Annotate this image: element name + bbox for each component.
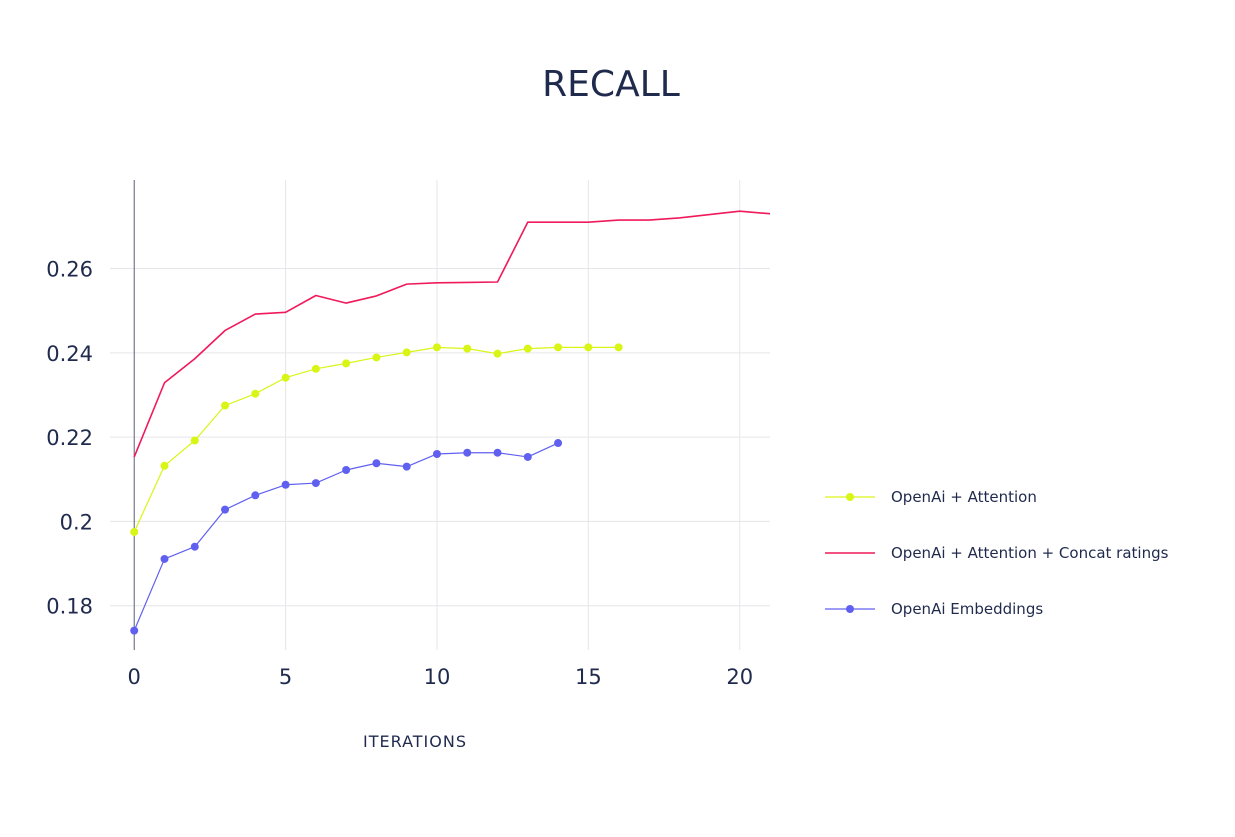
data-point — [402, 462, 411, 471]
data-point — [251, 491, 260, 500]
series-line — [133, 210, 770, 458]
data-point — [402, 348, 411, 357]
data-point — [554, 439, 563, 448]
data-point — [160, 461, 169, 470]
x-tick-label: 20 — [726, 665, 753, 689]
y-tick-label: 0.22 — [46, 426, 93, 450]
legend[interactable]: OpenAi + Attention OpenAi + Attention + C… — [825, 488, 1169, 618]
grid-layer — [110, 180, 770, 650]
data-point — [432, 449, 441, 458]
data-point — [160, 554, 169, 563]
data-point — [372, 459, 381, 468]
data-point — [130, 527, 139, 536]
data-point — [311, 364, 320, 373]
x-tick-label: 0 — [128, 665, 141, 689]
x-tick-label: 10 — [424, 665, 451, 689]
series-line — [133, 346, 619, 533]
data-point — [493, 349, 502, 358]
data-point — [130, 626, 139, 635]
data-point — [523, 344, 532, 353]
legend-item[interactable]: OpenAi + Attention + Concat ratings — [825, 544, 1169, 562]
y-tick-label: 0.2 — [60, 510, 93, 534]
data-point — [432, 343, 441, 352]
legend-item[interactable]: OpenAi Embeddings — [825, 600, 1043, 618]
y-tick-label: 0.24 — [46, 342, 93, 366]
data-point — [463, 448, 472, 457]
data-point — [342, 466, 351, 475]
data-point — [190, 436, 199, 445]
data-point — [584, 343, 593, 352]
series-layer — [130, 210, 770, 635]
legend-label: OpenAi + Attention + Concat ratings — [891, 544, 1169, 562]
legend-swatch-marker — [846, 493, 854, 501]
legend-item[interactable]: OpenAi + Attention — [825, 488, 1037, 506]
data-point — [311, 479, 320, 488]
series-openai-attention — [130, 343, 623, 536]
data-point — [342, 359, 351, 368]
data-point — [554, 343, 563, 352]
data-point — [372, 353, 381, 362]
data-point — [251, 389, 260, 398]
series-openai-embeddings — [130, 439, 563, 635]
y-tick-label: 0.26 — [46, 258, 93, 282]
data-point — [221, 401, 230, 410]
chart-title: RECALL — [542, 64, 680, 105]
series-openai-attention-concat-ratings — [133, 210, 770, 458]
data-point — [221, 505, 230, 514]
legend-label: OpenAi Embeddings — [891, 600, 1043, 618]
legend-swatch-marker — [846, 605, 854, 613]
x-axis-label: ITERATIONS — [363, 732, 467, 751]
data-point — [614, 343, 623, 352]
legend-label: OpenAi + Attention — [891, 488, 1037, 506]
data-point — [281, 373, 290, 382]
data-point — [463, 344, 472, 353]
data-point — [493, 448, 502, 457]
data-point — [281, 480, 290, 489]
data-point — [523, 452, 532, 461]
tick-layer: 0 5 10 15 20 0.18 0.2 0.22 0.24 0.26 — [46, 258, 753, 689]
x-tick-label: 5 — [279, 665, 292, 689]
data-point — [190, 542, 199, 551]
x-tick-label: 15 — [575, 665, 602, 689]
y-tick-label: 0.18 — [46, 595, 93, 619]
